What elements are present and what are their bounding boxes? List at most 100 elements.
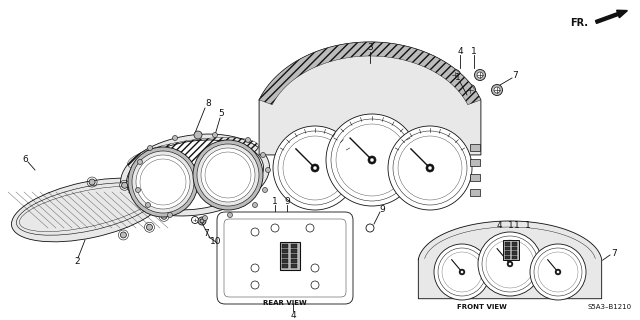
Circle shape	[368, 156, 376, 164]
Circle shape	[555, 269, 561, 275]
Circle shape	[89, 179, 95, 185]
Circle shape	[388, 126, 472, 210]
Bar	[291, 244, 297, 247]
Polygon shape	[259, 42, 481, 155]
Text: FR.: FR.	[570, 18, 588, 28]
Circle shape	[262, 188, 268, 193]
Circle shape	[426, 164, 434, 172]
Text: 4: 4	[290, 310, 296, 319]
Bar	[505, 255, 510, 259]
Text: 7: 7	[203, 229, 209, 238]
Bar	[282, 254, 288, 258]
Circle shape	[201, 148, 255, 202]
Circle shape	[198, 217, 206, 225]
Bar	[512, 242, 517, 245]
Circle shape	[161, 201, 167, 207]
Circle shape	[147, 224, 152, 230]
Circle shape	[253, 203, 257, 207]
Bar	[291, 259, 297, 262]
Text: 7: 7	[611, 249, 617, 258]
Text: 3: 3	[367, 44, 373, 52]
Circle shape	[461, 270, 463, 274]
Circle shape	[474, 69, 486, 81]
Bar	[470, 174, 480, 181]
Circle shape	[173, 135, 177, 140]
Bar	[512, 255, 517, 259]
Circle shape	[313, 166, 317, 170]
Circle shape	[132, 151, 194, 213]
Bar	[280, 242, 300, 270]
Ellipse shape	[17, 183, 157, 235]
Bar	[505, 246, 510, 250]
Circle shape	[530, 244, 586, 300]
Text: 1: 1	[455, 74, 461, 83]
Circle shape	[477, 72, 483, 78]
Text: 9: 9	[379, 204, 385, 213]
Circle shape	[168, 212, 173, 218]
Polygon shape	[259, 42, 481, 105]
Text: 8: 8	[205, 100, 211, 108]
Text: 7: 7	[512, 70, 518, 79]
Circle shape	[326, 114, 418, 206]
Bar	[470, 144, 480, 151]
Bar	[470, 159, 480, 166]
Circle shape	[191, 217, 198, 223]
Text: 4: 4	[496, 220, 502, 229]
Circle shape	[120, 232, 127, 238]
Bar	[291, 249, 297, 252]
Text: 2: 2	[74, 258, 80, 267]
Circle shape	[138, 159, 143, 164]
Circle shape	[509, 262, 511, 266]
Circle shape	[147, 190, 154, 196]
Text: S5A3–B1210: S5A3–B1210	[588, 304, 632, 310]
Circle shape	[311, 164, 319, 172]
Circle shape	[161, 213, 167, 219]
Circle shape	[128, 147, 198, 217]
Bar	[505, 242, 510, 245]
Bar	[505, 251, 510, 254]
Polygon shape	[419, 221, 602, 299]
Circle shape	[202, 215, 207, 220]
Text: 1: 1	[525, 220, 531, 229]
Ellipse shape	[12, 178, 164, 242]
Circle shape	[212, 132, 218, 138]
Circle shape	[507, 261, 513, 267]
Bar	[503, 240, 519, 260]
Bar	[282, 244, 288, 247]
Bar	[512, 251, 517, 254]
Text: 1: 1	[514, 220, 520, 229]
Bar	[282, 259, 288, 262]
Circle shape	[266, 167, 271, 172]
Circle shape	[122, 182, 127, 188]
Text: 1: 1	[272, 196, 278, 205]
Circle shape	[136, 155, 190, 209]
Circle shape	[467, 87, 473, 93]
Bar	[282, 264, 288, 268]
Bar	[282, 249, 288, 252]
Bar	[512, 246, 517, 250]
Text: 6: 6	[22, 155, 28, 164]
FancyArrow shape	[595, 10, 627, 23]
Circle shape	[197, 144, 259, 206]
Circle shape	[147, 146, 152, 150]
Text: 9: 9	[284, 196, 290, 205]
Text: 1: 1	[508, 220, 514, 229]
FancyBboxPatch shape	[217, 212, 353, 304]
Ellipse shape	[127, 140, 264, 210]
Circle shape	[260, 153, 266, 157]
Bar	[291, 264, 297, 268]
Circle shape	[478, 232, 542, 296]
Text: +: +	[193, 218, 197, 222]
Circle shape	[494, 87, 500, 93]
Circle shape	[370, 158, 374, 162]
Text: REAR VIEW: REAR VIEW	[263, 300, 307, 306]
Circle shape	[452, 72, 458, 78]
Text: 1: 1	[471, 46, 477, 55]
Circle shape	[428, 166, 432, 170]
Text: FRONT VIEW: FRONT VIEW	[457, 304, 507, 310]
Bar	[470, 189, 480, 196]
Circle shape	[194, 131, 202, 139]
Bar	[291, 254, 297, 258]
Circle shape	[145, 203, 150, 207]
Circle shape	[227, 212, 232, 218]
